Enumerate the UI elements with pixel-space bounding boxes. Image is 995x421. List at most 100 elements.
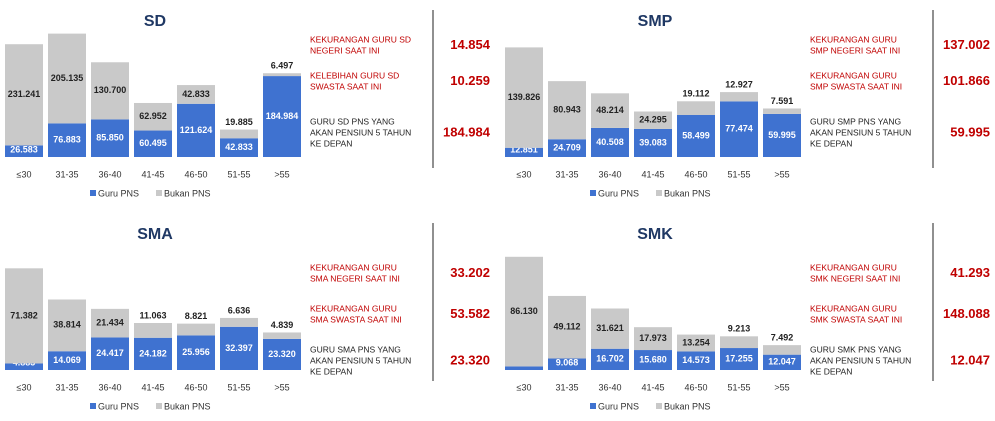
- chart-panel: SMP ≤30 12.851 139.826 31-35 24.709 80.943 36-4…: [505, 10, 990, 198]
- data-label: 17.973: [639, 333, 667, 343]
- bar-segment: [548, 358, 586, 370]
- data-label: 49.112: [553, 322, 580, 332]
- data-label: 32.397: [225, 343, 253, 353]
- data-label: 7.591: [771, 96, 794, 106]
- bar-segment: [263, 76, 301, 157]
- data-label: 139.826: [508, 92, 541, 102]
- x-tick-label: 46-50: [684, 382, 707, 392]
- bar-segment: [677, 115, 715, 157]
- legend-label: Guru PNS: [98, 188, 139, 198]
- data-label: 4.839: [271, 320, 294, 330]
- data-label: 6.636: [228, 305, 251, 315]
- data-label: 231.241: [8, 89, 41, 99]
- x-tick-label: 36-40: [98, 169, 121, 179]
- bar-segment: [220, 138, 258, 157]
- bar-segment: [548, 295, 586, 359]
- bar-segment: [134, 337, 172, 370]
- bar-segment: [591, 308, 629, 349]
- bar-segment: [505, 47, 543, 148]
- legend-label: Bukan PNS: [664, 188, 711, 198]
- bar-segment: [48, 299, 86, 352]
- data-label: 11.063: [139, 310, 166, 320]
- bar-segment: [634, 128, 672, 157]
- data-label: 16.702: [596, 354, 624, 364]
- annotation-text: GURU SD PNS YANG: [310, 116, 395, 126]
- annotation-value: 53.582: [450, 306, 490, 321]
- bar-segment: [677, 101, 715, 116]
- data-label: 77.474: [725, 124, 753, 134]
- bar-segment: [91, 119, 129, 157]
- data-label: 80.943: [553, 105, 581, 115]
- x-tick-label: ≤30: [517, 169, 532, 179]
- legend-swatch: [590, 403, 596, 409]
- bar-segment: [134, 323, 172, 338]
- annotation-value: 137.002: [943, 37, 990, 52]
- bar-segment: [177, 85, 215, 104]
- annotation-text: KEKURANGAN GURU: [810, 303, 897, 313]
- legend-swatch: [656, 403, 662, 409]
- annotation-text: KELEBIHAN GURU SD: [310, 70, 399, 80]
- data-label: 40.508: [596, 137, 624, 147]
- bar-segment: [505, 256, 543, 367]
- bar-segment: [591, 348, 629, 370]
- bar-segment: [634, 327, 672, 351]
- annotation-value: 59.995: [950, 124, 990, 139]
- x-tick-label: 46-50: [184, 382, 207, 392]
- annotation-value: 14.854: [450, 37, 491, 52]
- data-label: 24.182: [139, 348, 167, 358]
- bar-segment: [763, 108, 801, 114]
- annotation-text: KEKURANGAN GURU: [310, 303, 397, 313]
- bar-segment: [505, 366, 543, 370]
- annotation-text: KEKURANGAN GURU: [810, 70, 897, 80]
- annotation-text: SMK NEGERI SAAT INI: [810, 273, 900, 283]
- x-tick-label: 41-45: [641, 382, 664, 392]
- data-label: 62.952: [139, 111, 167, 121]
- legend-swatch: [590, 190, 596, 196]
- legend-swatch: [656, 190, 662, 196]
- annotation-text: AKAN PENSIUN 5 TAHUN: [310, 127, 411, 137]
- data-label: 58.499: [682, 130, 710, 140]
- bar-segment: [91, 337, 129, 370]
- legend-swatch: [156, 190, 162, 196]
- x-tick-label: ≤30: [517, 382, 532, 392]
- bar-segment: [134, 102, 172, 131]
- bar-segment: [634, 350, 672, 370]
- bar-segment: [220, 317, 258, 327]
- legend-label: Guru PNS: [98, 401, 139, 411]
- data-label: 121.624: [180, 125, 213, 135]
- bar-segment: [48, 351, 86, 370]
- chart-title: SMA: [137, 226, 173, 243]
- annotation-text: SMP SWASTA SAAT INI: [810, 81, 902, 91]
- x-tick-label: 51-55: [227, 382, 250, 392]
- annotation-text: GURU SMA PNS YANG: [310, 344, 401, 354]
- bar-segment: [177, 323, 215, 336]
- annotation-text: AKAN PENSIUN 5 TAHUN: [810, 355, 911, 365]
- x-tick-label: 46-50: [184, 169, 207, 179]
- bar-segment: [591, 127, 629, 157]
- x-tick-label: >55: [774, 382, 789, 392]
- data-label: 42.833: [182, 89, 210, 99]
- data-label: 14.069: [53, 355, 81, 365]
- annotation-text: KE DEPAN: [810, 366, 852, 376]
- x-tick-label: 41-45: [641, 169, 664, 179]
- bar-segment: [763, 354, 801, 370]
- data-label: 26.583: [10, 144, 38, 154]
- data-label: 13.254: [682, 337, 710, 347]
- annotation-text: GURU SMP PNS YANG: [810, 116, 901, 126]
- annotation-value: 33.202: [450, 265, 490, 280]
- data-label: 76.883: [53, 135, 81, 145]
- data-label: 38.814: [53, 320, 81, 330]
- legend-swatch: [90, 190, 96, 196]
- annotation-value: 148.088: [943, 306, 990, 321]
- x-tick-label: 36-40: [598, 169, 621, 179]
- x-tick-label: 36-40: [598, 382, 621, 392]
- data-label: 12.927: [725, 79, 753, 89]
- data-label: 12.851: [510, 144, 538, 154]
- data-label: 48.214: [596, 105, 624, 115]
- data-label: 8.821: [185, 311, 208, 321]
- data-label: 205.135: [51, 73, 84, 83]
- bar-segment: [263, 338, 301, 370]
- data-label: 25.956: [182, 347, 210, 357]
- data-label: 31.621: [596, 323, 624, 333]
